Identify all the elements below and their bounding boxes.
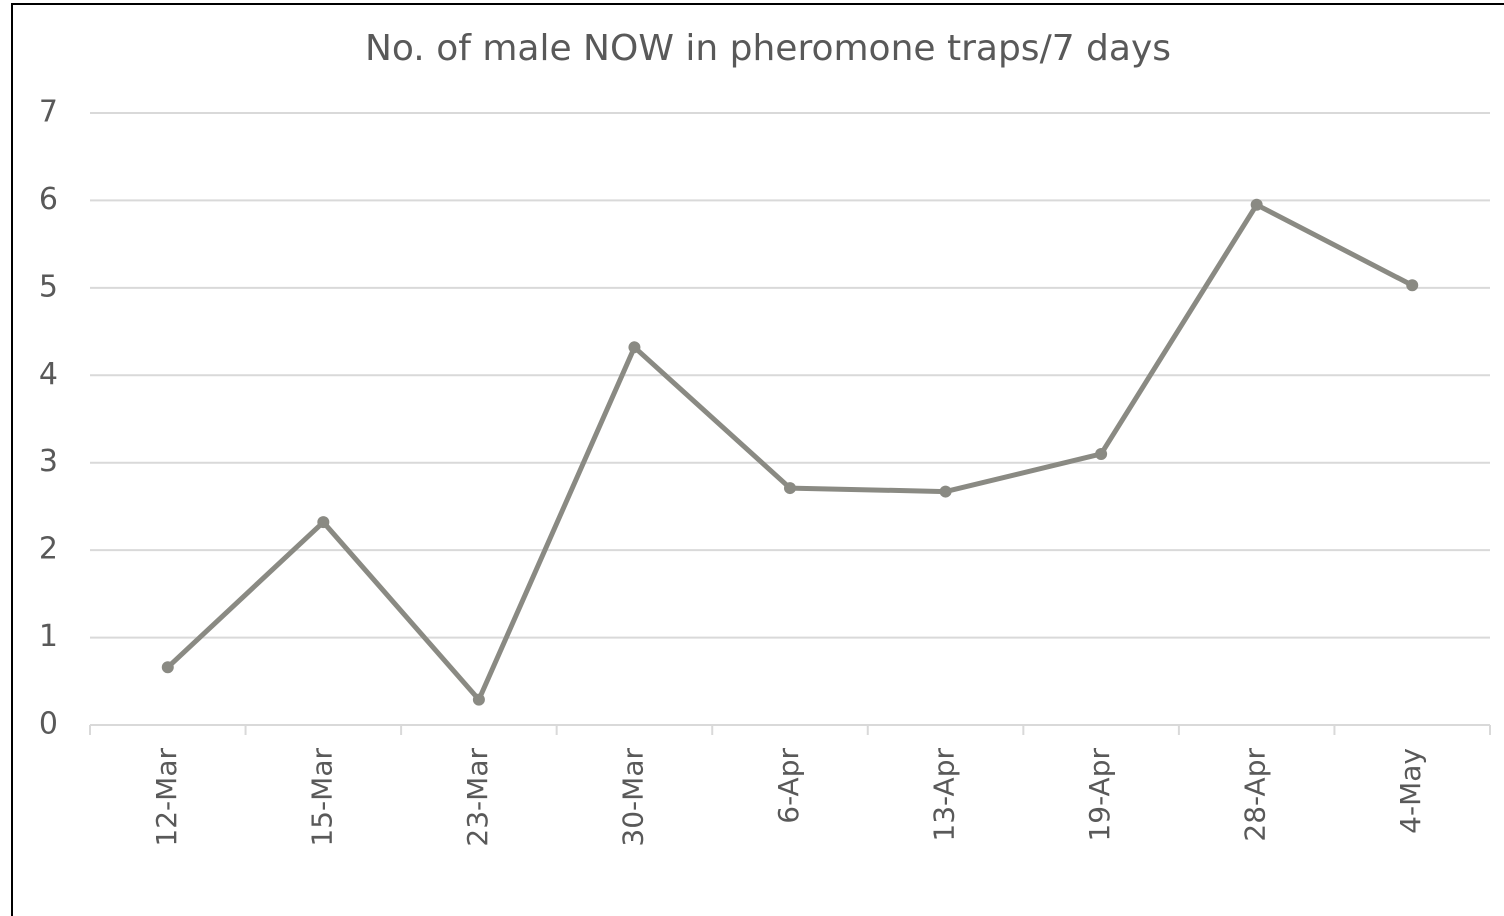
point [784,482,796,495]
y-tick-label: 5 [39,269,58,304]
y-tick-label: 1 [39,619,58,654]
x-tick-label: 30-Mar [616,748,649,847]
point [472,693,485,706]
point [161,661,174,674]
y-tick-label: 7 [39,95,58,130]
point [1095,447,1108,460]
y-tick-label: 3 [39,444,58,479]
x-tick-label: 19-Apr [1083,748,1116,842]
y-tick-label: 4 [39,357,58,392]
y-tick-label: 6 [39,182,58,217]
x-tick-label: 15-Mar [305,748,338,847]
chart-title: No. of male NOW in pheromone traps/7 day… [365,28,1171,69]
point [939,485,952,498]
x-tick-label: 28-Apr [1239,748,1272,842]
y-tick-label: 2 [39,532,58,567]
point [628,341,641,354]
point [1250,198,1263,211]
point [1406,279,1419,292]
point [317,516,330,529]
y-tick-label: 0 [39,707,58,742]
x-tick-label: 13-Apr [928,748,961,842]
x-tick-label: 4-May [1394,748,1427,834]
x-tick-label: 23-Mar [461,748,494,847]
x-tick-label: 6-Apr [772,748,805,824]
x-tick-label: 12-Mar [150,748,183,847]
